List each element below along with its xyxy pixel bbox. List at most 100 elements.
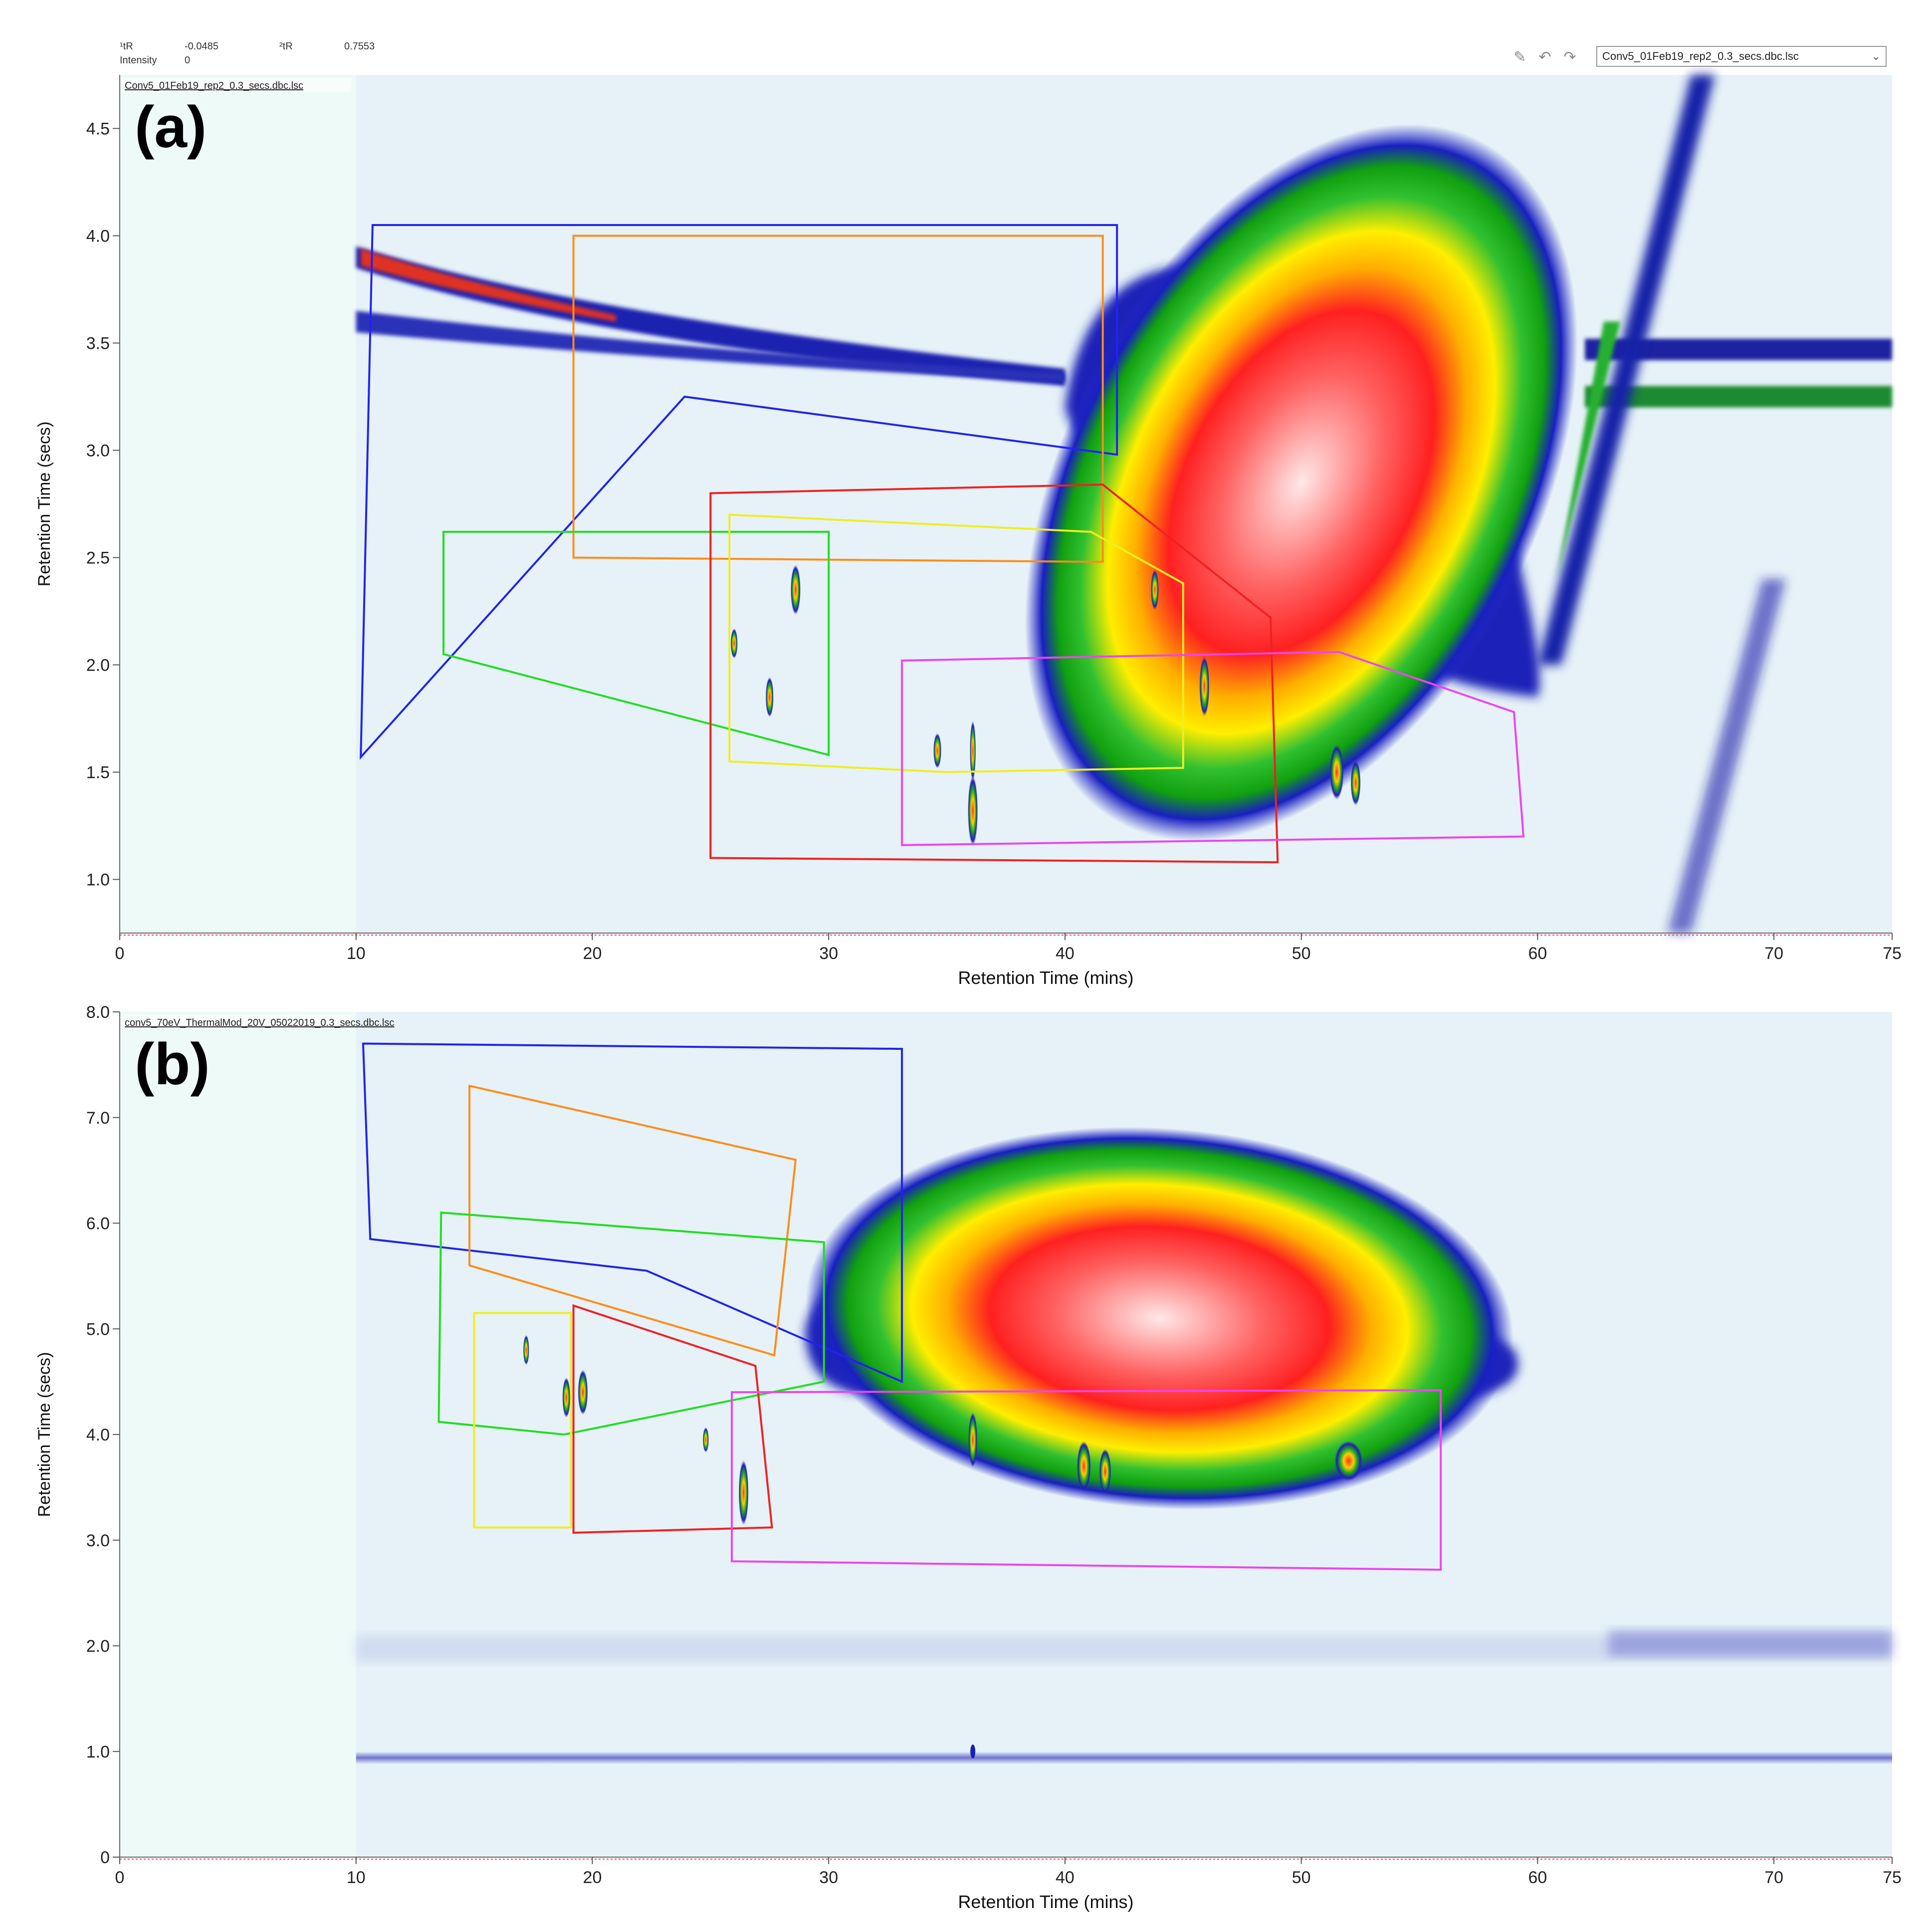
peak-spot	[523, 1335, 529, 1365]
intensity-value: 0	[185, 55, 191, 66]
baseline-band-lower	[356, 1751, 1892, 1764]
edit-icon[interactable]: ✎	[1513, 49, 1526, 65]
peak-spot	[738, 1460, 749, 1525]
y-tick-label: 4.5	[86, 120, 110, 139]
region-outline	[572, 1304, 773, 1534]
diagonal-streak-lower	[1667, 579, 1786, 933]
peak-spot	[1076, 1441, 1091, 1491]
x-tick-label: 75	[1883, 944, 1902, 963]
y-axis-label: Retention Time (secs)	[35, 422, 54, 587]
y-tick-label: 6.0	[86, 1214, 110, 1233]
t2-label: ²tR	[279, 41, 293, 52]
x-tick-label: 70	[1764, 1868, 1783, 1887]
peak-spot	[968, 1412, 978, 1467]
undo-icon[interactable]: ↶	[1538, 49, 1551, 65]
y-tick-label: 2.0	[86, 1637, 110, 1656]
peak-spot	[790, 565, 801, 615]
y-tick-label: 2.5	[86, 549, 110, 568]
main-blob-core	[806, 1127, 1513, 1510]
t2-value: 0.7553	[344, 41, 375, 52]
x-tick-label: 40	[1056, 944, 1074, 963]
region-outline	[731, 1389, 1442, 1571]
y-tick-label: 3.0	[86, 442, 110, 461]
region-outline	[709, 483, 1279, 864]
x-tick-label: 0	[115, 1868, 125, 1887]
y-tick-label: 8.0	[86, 1003, 110, 1022]
peak-spot	[730, 628, 738, 659]
x-tick-label: 60	[1528, 1868, 1547, 1887]
x-tick-label: 60	[1528, 944, 1547, 963]
x-tick-label: 0	[115, 944, 125, 963]
x-tick-label: 50	[1292, 1868, 1311, 1887]
t1-label: ¹tR	[120, 41, 133, 52]
x-tick-label: 10	[347, 1868, 366, 1887]
diagonal-streak-upper	[1537, 75, 1715, 665]
x-tick-label: 10	[347, 944, 366, 963]
file-label: conv5_70eV_ThermalMod_20V_05022019_0.3_s…	[125, 1017, 394, 1028]
y-tick-label: 4.0	[86, 1426, 110, 1444]
file-label-bg	[122, 78, 351, 92]
chart-panel-b: 0 10 20 30 40 50 60 70 75 0 1.0 2.0 3.0 4.0 5.0 6.0 7.0 8…	[35, 1003, 1902, 1912]
x-tick-label: 50	[1292, 944, 1311, 963]
region-outline	[362, 1042, 903, 1384]
y-tick-label: 5.0	[86, 1320, 110, 1339]
x-axis-label: Retention Time (mins)	[958, 967, 1133, 988]
file-label-bg	[122, 1015, 351, 1029]
peak-spot	[1329, 744, 1344, 800]
chart-panel-a: 0 10 20 30 40 50 60 70 75 1.0 1.5 2.0 2.5 3.0 3.5 4.0 4.…	[35, 75, 1902, 988]
peak-spot	[970, 720, 976, 781]
heatmap-features	[356, 1127, 1892, 1764]
peak-spot	[765, 677, 774, 717]
x-tick-label: 40	[1056, 1868, 1074, 1887]
peak-spot	[968, 775, 978, 846]
redo-icon[interactable]: ↷	[1563, 49, 1576, 65]
bleed-band-upper	[356, 246, 1065, 386]
region-outline	[442, 530, 830, 756]
x-tick-label: 30	[819, 1868, 838, 1887]
heatmap-features	[356, 75, 1892, 933]
x-tick-label: 75	[1883, 1868, 1902, 1887]
region-outline	[360, 224, 1118, 760]
file-select-value: Conv5_01Feb19_rep2_0.3_secs.dbc.lsc	[1602, 50, 1799, 62]
peak-spot	[578, 1370, 588, 1415]
peak-spot	[1199, 656, 1210, 717]
region-outline	[901, 651, 1525, 846]
panel-label: (a)	[135, 94, 207, 160]
bleed-band-hot	[361, 248, 616, 322]
peak-spot	[1334, 1440, 1363, 1481]
bleed-band-lower	[356, 311, 1065, 382]
file-label: Conv5_01Feb19_rep2_0.3_secs.dbc.lsc	[125, 80, 303, 91]
peak-spot	[970, 1744, 976, 1759]
intensity-label: Intensity	[120, 55, 157, 66]
peak-spot	[933, 733, 942, 768]
diagonal-streak-green	[1556, 321, 1621, 579]
y-tick-label: 1.0	[86, 1742, 110, 1761]
region-outline	[572, 235, 1104, 563]
y-tick-label: 1.0	[86, 871, 110, 890]
x-tick-label: 30	[819, 944, 838, 963]
region-outline	[473, 1312, 572, 1529]
region-outline	[728, 513, 1184, 773]
baseline-band-right	[1608, 1630, 1892, 1657]
main-blob-core	[1025, 124, 1578, 841]
file-select[interactable]: Conv5_01Feb19_rep2_0.3_secs.dbc.lsc ⌄	[1596, 46, 1887, 67]
x-tick-label: 20	[583, 1868, 602, 1887]
x-axis-label: Retention Time (mins)	[958, 1892, 1133, 1912]
y-tick-label: 4.0	[86, 227, 110, 246]
y-tick-label: 0	[100, 1848, 110, 1867]
y-tick-label: 1.5	[86, 763, 110, 782]
right-band-green	[1585, 386, 1892, 408]
y-tick-label: 3.5	[86, 334, 110, 353]
peak-spot	[1350, 760, 1361, 805]
region-outline	[468, 1084, 797, 1357]
peak-spot	[1099, 1449, 1111, 1494]
y-tick-label: 7.0	[86, 1109, 110, 1128]
peak-spot	[702, 1427, 709, 1452]
panel-label: (b)	[135, 1031, 210, 1097]
y-tick-label: 2.0	[86, 656, 110, 675]
x-tick-label: 20	[583, 944, 602, 963]
region-outline	[437, 1211, 825, 1436]
chevron-down-icon: ⌄	[1871, 50, 1881, 62]
cursor-readout: ¹tR -0.0485 ²tR 0.7553 Intensity 0	[100, 41, 1896, 71]
